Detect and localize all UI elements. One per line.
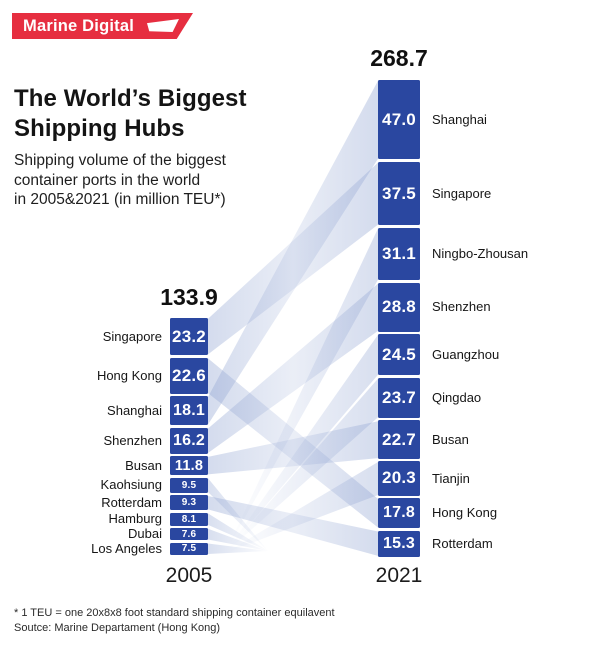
bar-value-2021-qingdao: 23.7 [382, 387, 416, 407]
page-title-line-2: Shipping Hubs [14, 115, 185, 142]
bar-segment-2021-busan: 22.7 [378, 420, 420, 459]
bar-value-2005-hong-kong: 22.6 [172, 365, 206, 385]
bar-value-2005-kaohsiung: 9.5 [181, 479, 197, 491]
bar-value-2021-guangzhou: 24.5 [382, 344, 416, 364]
axis-label-2021: 2021 [375, 564, 423, 587]
port-label-2005-hamburg: Hamburg [108, 511, 162, 527]
port-label-2005-los-angeles: Los Angeles [91, 540, 162, 556]
port-label-2021-busan: Busan [432, 431, 469, 447]
bar-segment-2021-hong-kong: 17.8 [378, 498, 420, 529]
footnote-block: * 1 TEU = one 20x8x8 foot standard shipp… [14, 606, 335, 636]
bar-segment-2005-dubai: 7.6 [170, 528, 208, 541]
axis-label-2005: 2005 [165, 564, 213, 587]
bar-segment-2021-rotterdam: 15.3 [378, 530, 420, 557]
bar-segment-2021-singapore: 37.5 [378, 161, 420, 226]
bar-value-2021-ningbo-zhousan: 31.1 [382, 244, 416, 264]
port-label-2021-shanghai: Shanghai [432, 111, 487, 127]
brand-name: Marine Digital [23, 17, 134, 35]
port-label-2021-tianjin: Tianjin [432, 470, 470, 486]
bar-segment-2021-shanghai: 47.0 [378, 80, 420, 160]
port-label-2021-hong-kong: Hong Kong [432, 505, 498, 521]
port-label-2021-shenzhen: Shenzhen [432, 299, 491, 315]
bar-value-2021-singapore: 37.5 [382, 183, 416, 203]
bar-segment-2005-singapore: 23.2 [170, 318, 208, 356]
bar-segment-2005-hamburg: 8.1 [170, 512, 208, 526]
page-subtitle-line-1: Shipping volume of the biggest [14, 152, 226, 169]
bar-segment-2005-rotterdam: 9.3 [170, 495, 208, 511]
bar-segment-2021-guangzhou: 24.5 [378, 334, 420, 376]
page-subtitle-line-3: in 2005&2021 (in million TEU*) [14, 191, 226, 208]
port-label-2005-singapore: Singapore [102, 328, 162, 344]
bar-value-2005-hamburg: 8.1 [181, 513, 197, 525]
bar-segment-2021-qingdao: 23.7 [378, 377, 420, 418]
bar-value-2021-busan: 22.7 [382, 429, 416, 449]
port-label-2005-busan: Busan [125, 457, 162, 473]
page-subtitle: Shipping volume of the biggest container… [14, 151, 226, 210]
flow-ribbon-los-angeles-exits [208, 543, 268, 555]
bar-value-2005-rotterdam: 9.3 [181, 497, 197, 509]
flow-ribbon-ningbo-zhousan-enters [225, 228, 378, 553]
teu-note: * 1 TEU = one 20x8x8 foot standard shipp… [14, 607, 335, 619]
bar-segment-2021-shenzhen: 28.8 [378, 282, 420, 332]
bar-value-2005-shenzhen: 16.2 [173, 431, 205, 449]
flow-ribbon-shanghai [208, 80, 378, 425]
source-note: Soutce: Marine Departament (Hong Kong) [14, 622, 221, 634]
bar-segment-2005-kaohsiung: 9.5 [170, 477, 208, 493]
bar-segment-2005-shanghai: 18.1 [170, 396, 208, 426]
bar-value-2021-shanghai: 47.0 [382, 109, 416, 129]
bar-segment-2021-tianjin: 20.3 [378, 461, 420, 496]
bar-segment-2005-busan: 11.8 [170, 456, 208, 476]
bar-segment-2005-shenzhen: 16.2 [170, 427, 208, 454]
port-label-2021-singapore: Singapore [432, 185, 492, 201]
port-label-2021-ningbo-zhousan: Ningbo-Zhousan [432, 246, 529, 262]
flow-ribbon-tianjin-enters [225, 462, 378, 553]
flag-icon [147, 19, 179, 32]
page-title: The World’s Biggest Shipping Hubs [14, 84, 247, 144]
bar-value-2005-shanghai: 18.1 [173, 401, 205, 419]
column-total-2021: 268.7 [370, 45, 428, 71]
port-label-2005-dubai: Dubai [128, 526, 162, 542]
bar-value-2005-dubai: 7.6 [181, 528, 197, 540]
bar-value-2021-shenzhen: 28.8 [382, 297, 416, 317]
port-label-2005-rotterdam: Rotterdam [101, 494, 162, 510]
bar-segment-2005-hong-kong: 22.6 [170, 357, 208, 394]
port-label-2005-hong-kong: Hong Kong [96, 367, 162, 383]
page-title-line-1: The World’s Biggest [14, 85, 247, 112]
flow-ribbon-qingdao-enters [225, 378, 378, 553]
port-label-2021-qingdao: Qingdao [432, 389, 482, 405]
bar-segment-2005-los-angeles: 7.5 [170, 542, 208, 555]
column-total-2005: 133.9 [160, 284, 218, 310]
brand-logo: Marine Digital [12, 13, 193, 39]
page-subtitle-line-2: container ports in the world [14, 171, 201, 189]
bar-value-2021-hong-kong: 17.8 [383, 504, 415, 522]
port-label-2005-shanghai: Shanghai [107, 402, 162, 418]
flow-ribbon-guangzhou-enters [225, 334, 378, 553]
bar-value-2005-los-angeles: 7.5 [181, 543, 197, 555]
port-label-2021-rotterdam: Rotterdam [432, 535, 493, 551]
port-label-2005-kaohsiung: Kaohsiung [100, 477, 162, 493]
bar-value-2021-tianjin: 20.3 [382, 468, 416, 488]
port-label-2005-shenzhen: Shenzhen [103, 432, 162, 448]
bar-value-2021-rotterdam: 15.3 [383, 534, 415, 552]
bar-segment-2021-ningbo-zhousan: 31.1 [378, 227, 420, 281]
bar-value-2005-busan: 11.8 [174, 457, 204, 474]
port-label-2021-guangzhou: Guangzhou [432, 346, 500, 362]
bar-value-2005-singapore: 23.2 [172, 326, 206, 346]
